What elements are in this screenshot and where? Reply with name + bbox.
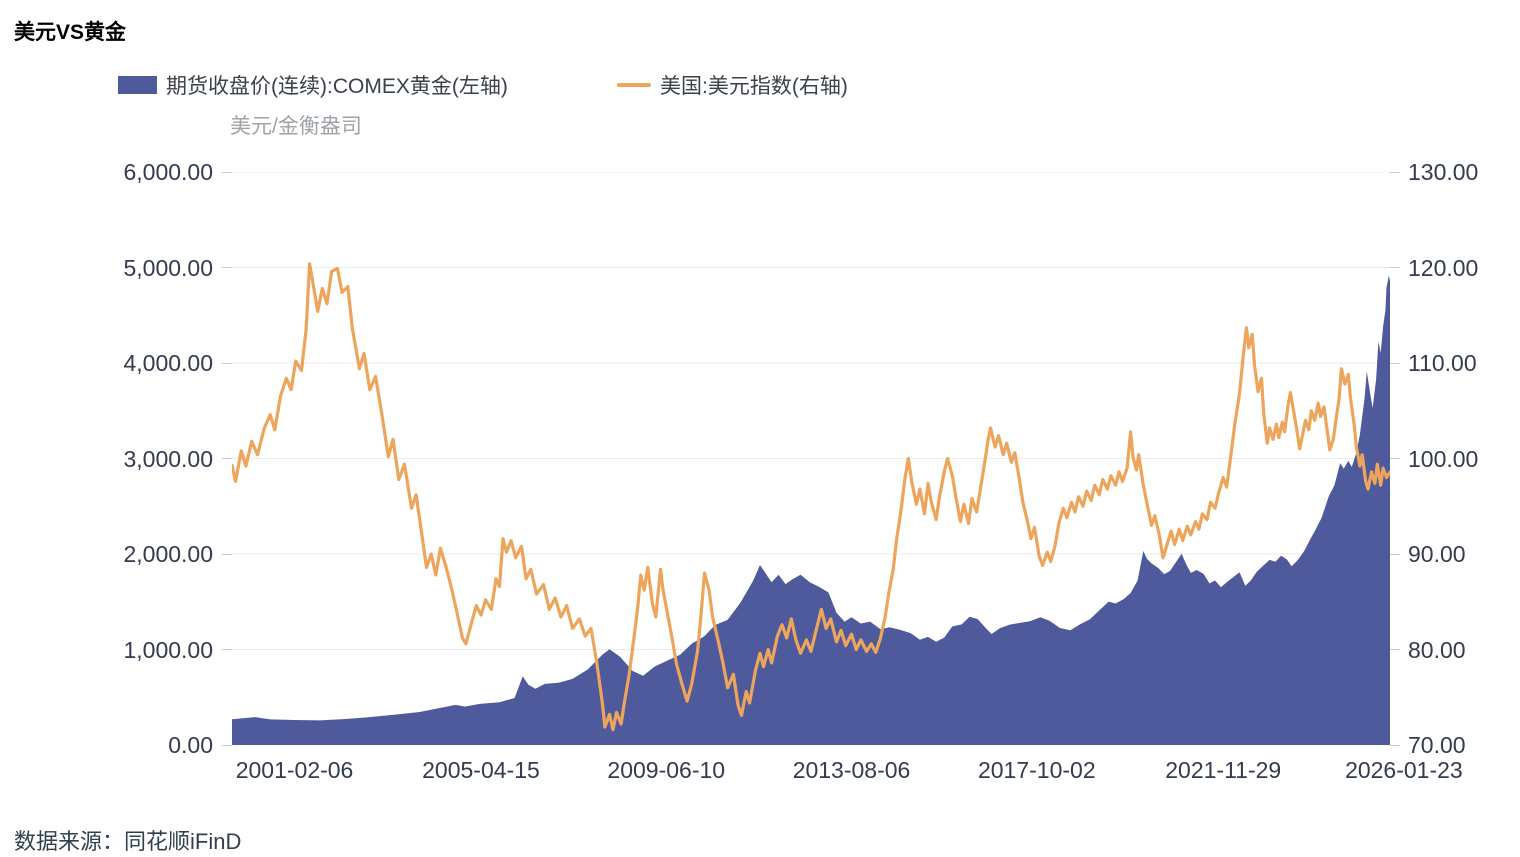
x-axis-label: 2009-06-10	[607, 757, 726, 783]
left-axis-label: 4,000.00	[123, 350, 213, 376]
x-axis-label: 2017-10-02	[977, 757, 1096, 783]
left-axis-label: 6,000.00	[123, 159, 213, 185]
left-axis-tick	[222, 458, 232, 459]
left-axis-label: 3,000.00	[123, 445, 213, 472]
right-axis-label: 70.00	[1408, 732, 1466, 758]
right-axis-label: 110.00	[1408, 350, 1477, 376]
right-axis-tick	[1390, 649, 1400, 650]
x-axis-label: 2013-08-06	[792, 757, 911, 783]
right-axis-label: 80.00	[1408, 636, 1466, 663]
x-axis-label: 2021-11-29	[1165, 757, 1282, 783]
legend-label-gold: 期货收盘价(连续):COMEX黄金(左轴)	[166, 75, 508, 98]
legend-item-gold[interactable]: 期货收盘价(连续):COMEX黄金(左轴)	[118, 70, 508, 100]
right-axis-tick	[1390, 267, 1400, 268]
right-axis-label: 130.00	[1408, 159, 1479, 185]
x-axis-label: 2026-01-23	[1345, 757, 1463, 783]
left-axis-tick	[222, 171, 232, 173]
gold-area-series	[232, 275, 1390, 745]
data-source-note: 数据来源：同花顺iFinD	[14, 829, 242, 854]
gold-series-swatch-icon	[118, 76, 157, 94]
left-axis-label: 5,000.00	[123, 254, 213, 281]
left-axis-tick	[222, 649, 232, 650]
dxy-line-series	[232, 262, 1390, 732]
left-axis-tick	[222, 744, 232, 746]
left-axis-label: 0.00	[168, 732, 213, 758]
x-axis-label: 2001-02-06	[235, 757, 354, 783]
left-axis-tick	[222, 267, 232, 268]
plot-area[interactable]	[222, 171, 1400, 746]
left-axis-label: 2,000.00	[123, 541, 213, 567]
chart-svg	[232, 172, 1390, 745]
right-axis-label: 120.00	[1408, 254, 1479, 281]
right-axis-label: 100.00	[1408, 445, 1479, 472]
right-axis-tick	[1390, 171, 1400, 173]
right-axis-tick	[1390, 553, 1400, 555]
right-axis-tick	[1390, 744, 1400, 746]
chart-title: 美元VS黄金	[14, 21, 127, 44]
dxy-series-line-icon	[617, 83, 651, 87]
chart-legend: 期货收盘价(连续):COMEX黄金(左轴) 美国:美元指数(右轴)	[0, 70, 1520, 100]
left-axis-tick	[222, 362, 232, 364]
left-axis-tick	[222, 553, 232, 555]
right-axis-label: 90.00	[1408, 541, 1466, 567]
left-axis-unit-label: 美元/金衡盎司	[230, 115, 362, 138]
legend-item-dxy[interactable]: 美国:美元指数(右轴)	[617, 70, 848, 100]
x-axis-label: 2005-04-15	[422, 757, 540, 783]
left-axis-label: 1,000.00	[123, 636, 213, 663]
legend-label-dxy: 美国:美元指数(右轴)	[660, 75, 848, 98]
right-axis-tick	[1390, 362, 1400, 364]
right-axis-tick	[1390, 458, 1400, 459]
